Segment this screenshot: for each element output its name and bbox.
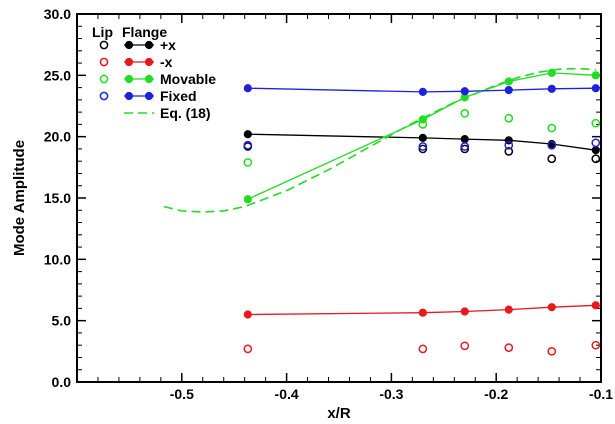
y-tick-label: 20.0 (44, 129, 71, 145)
legend-label: -x (160, 54, 173, 70)
x-tick-label: -0.2 (484, 386, 508, 402)
data-point-flange-x (460, 135, 469, 144)
data-point-lip-movable (418, 120, 428, 129)
data-point-flange-x (418, 133, 427, 142)
series-line-flange-x (247, 133, 596, 151)
data-point-flange-fixed (504, 85, 513, 95)
legend-lip-marker (99, 40, 109, 50)
legend-flange-marker (124, 57, 134, 67)
data-point-lip-fixed (547, 140, 557, 150)
y-tick-label: 25.0 (44, 67, 71, 83)
data-point-lip-x (460, 144, 470, 154)
data-point-flange-fixed (547, 84, 556, 93)
legend-label: Movable (160, 71, 216, 87)
data-point-lip-x (591, 340, 601, 350)
data-point-lip-movable (591, 118, 601, 128)
data-point-lip-x (243, 344, 253, 354)
series-layer (163, 67, 601, 356)
axes: -0.5 -0.4 -0.3 -0.2 -0.1 0.0 5.0 10.0 15.0 20.0 25… (44, 6, 614, 402)
data-point-lip-x (504, 147, 514, 156)
data-point-flange-x (504, 305, 513, 314)
legend-flange-marker (144, 40, 154, 50)
data-point-lip-x (591, 154, 601, 164)
data-point-flange-x (243, 310, 252, 319)
data-point-lip-x (418, 344, 428, 354)
legend-header-lip: Lip (92, 24, 113, 40)
data-point-lip-movable (460, 109, 470, 118)
data-point-flange-fixed (591, 84, 600, 93)
legend-label: +x (160, 37, 176, 53)
x-tick-label: -0.3 (379, 386, 403, 402)
data-point-lip-fixed (460, 142, 470, 151)
data-point-lip-x (460, 341, 470, 351)
legend-lip-marker (99, 74, 109, 84)
legend-flange-marker (124, 91, 134, 101)
data-point-flange-x (243, 130, 252, 139)
x-tick-label: -0.1 (589, 386, 613, 402)
data-point-lip-x (547, 154, 557, 164)
data-point-lip-fixed (243, 140, 253, 150)
x-tick-label: -0.5 (170, 386, 194, 402)
data-point-lip-x (504, 343, 514, 353)
data-point-lip-fixed (418, 142, 428, 151)
data-point-flange-movable (243, 195, 252, 204)
x-axis-title: x/R (327, 405, 351, 422)
data-point-flange-x (547, 303, 556, 312)
data-point-lip-fixed (591, 138, 601, 148)
y-tick-label: 30.0 (44, 6, 71, 22)
series-line-flange-fixed (247, 87, 596, 93)
legend-label: Fixed (160, 88, 197, 104)
data-point-flange-fixed (243, 84, 252, 93)
legend-flange-marker (124, 74, 134, 84)
data-point-flange-x (591, 301, 600, 310)
data-point-lip-movable (547, 123, 557, 133)
y-tick-label: 0.0 (52, 374, 72, 390)
y-tick-label: 10.0 (44, 251, 71, 267)
series-line-eq-eq-18 (163, 67, 596, 213)
x-tick-label: -0.4 (275, 386, 299, 402)
data-point-flange-fixed (418, 87, 427, 96)
legend-header-flange: Flange (122, 24, 167, 40)
data-point-lip-fixed (504, 140, 514, 150)
data-point-lip-movable (504, 113, 514, 123)
data-point-flange-movable (591, 71, 600, 80)
y-tick-label: 15.0 (44, 190, 71, 206)
plot-frame (76, 13, 602, 383)
legend-flange-marker (144, 74, 154, 84)
data-point-flange-x (591, 146, 600, 155)
y-axis-title: Mode Amplitude (11, 140, 28, 256)
legend-flange-marker (144, 91, 154, 101)
data-point-lip-x (547, 346, 557, 356)
data-point-flange-movable (547, 68, 556, 77)
legend-flange-marker (124, 40, 134, 50)
data-point-lip-movable (243, 158, 253, 167)
legend-label: Eq. (18) (160, 105, 211, 121)
data-point-flange-x (460, 307, 469, 316)
data-point-flange-x (418, 308, 427, 317)
legend-lip-marker (99, 57, 109, 67)
legend-lip-marker (99, 91, 109, 101)
series-line-flange-x (247, 304, 596, 316)
legend-flange-marker (144, 57, 154, 67)
data-point-flange-fixed (460, 87, 469, 96)
data-point-lip-x (418, 144, 428, 154)
y-tick-label: 5.0 (52, 313, 72, 329)
